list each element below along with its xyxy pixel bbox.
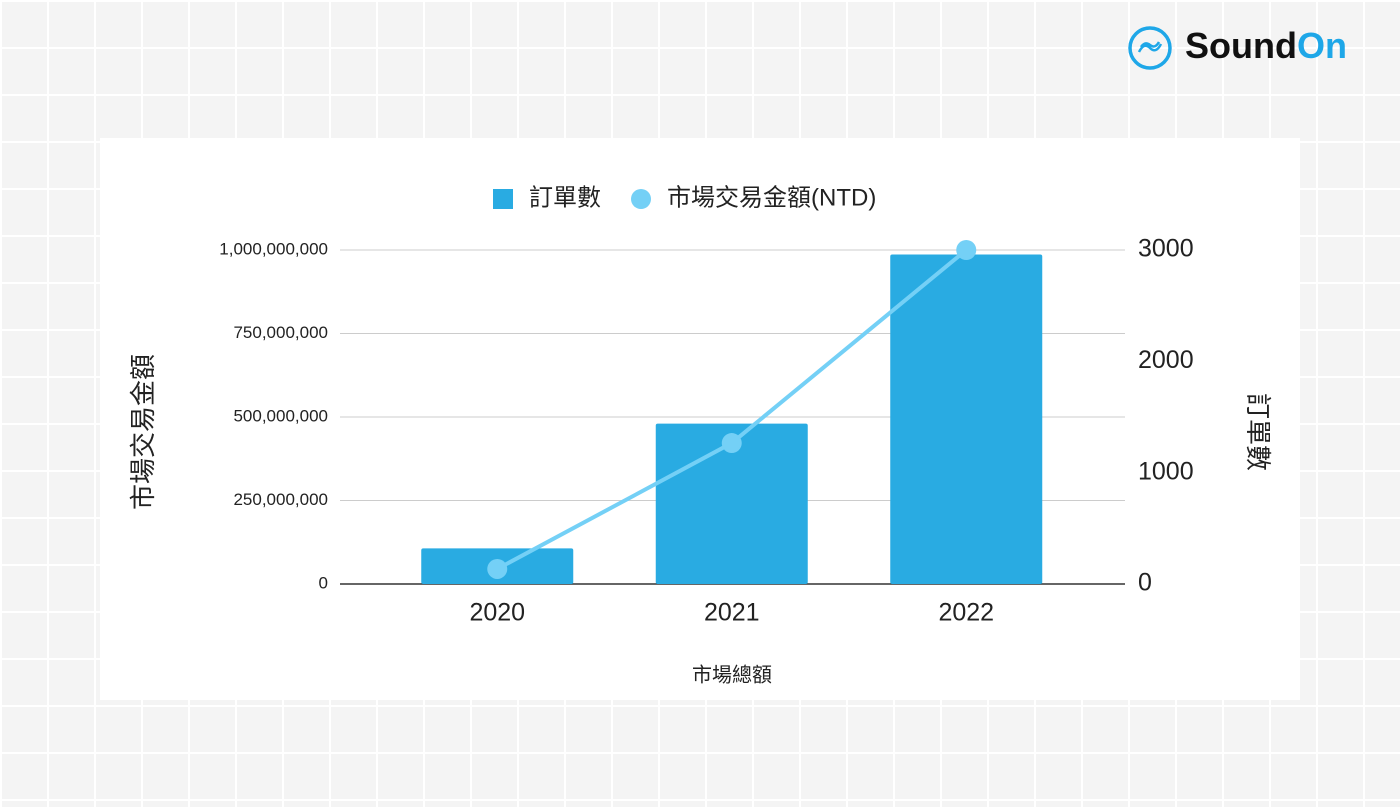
y-tick-label: 750,000,000 [233, 323, 328, 342]
y2-tick-label: 2000 [1138, 346, 1194, 374]
x-tick-label: 2021 [704, 599, 760, 627]
logo: SoundOn [1128, 25, 1347, 70]
logo-icon [1128, 26, 1172, 70]
legend-label: 訂單數 [529, 184, 601, 211]
logo-part: On [1297, 25, 1347, 66]
y2-tick-label: 1000 [1138, 457, 1194, 485]
y2-tick-label: 3000 [1138, 235, 1194, 263]
point [487, 558, 508, 579]
x-tick-label: 2022 [938, 599, 994, 627]
logo-part: Sound [1185, 25, 1297, 66]
logo-wave [1137, 41, 1163, 53]
legend-swatch [493, 189, 513, 209]
legend-label: 市場交易金額(NTD) [667, 184, 876, 211]
chart-card [100, 138, 1300, 700]
logo-text: SoundOn [1185, 25, 1347, 66]
x-axis-title: 市場總額 [692, 663, 772, 686]
y-tick-label: 500,000,000 [233, 406, 328, 425]
legend-swatch [631, 189, 651, 209]
y-axis-title: 市場交易金額 [128, 354, 158, 510]
y-tick-label: 250,000,000 [233, 490, 328, 509]
y2-tick-label: 0 [1138, 569, 1152, 597]
bar [890, 254, 1043, 584]
y2-axis-title: 訂單數 [1243, 393, 1273, 471]
x-tick-label: 2020 [469, 599, 525, 627]
point [956, 240, 977, 260]
y-tick-label: 1,000,000,000 [219, 239, 328, 258]
y-tick-label: 0 [319, 573, 328, 592]
point [721, 433, 742, 454]
